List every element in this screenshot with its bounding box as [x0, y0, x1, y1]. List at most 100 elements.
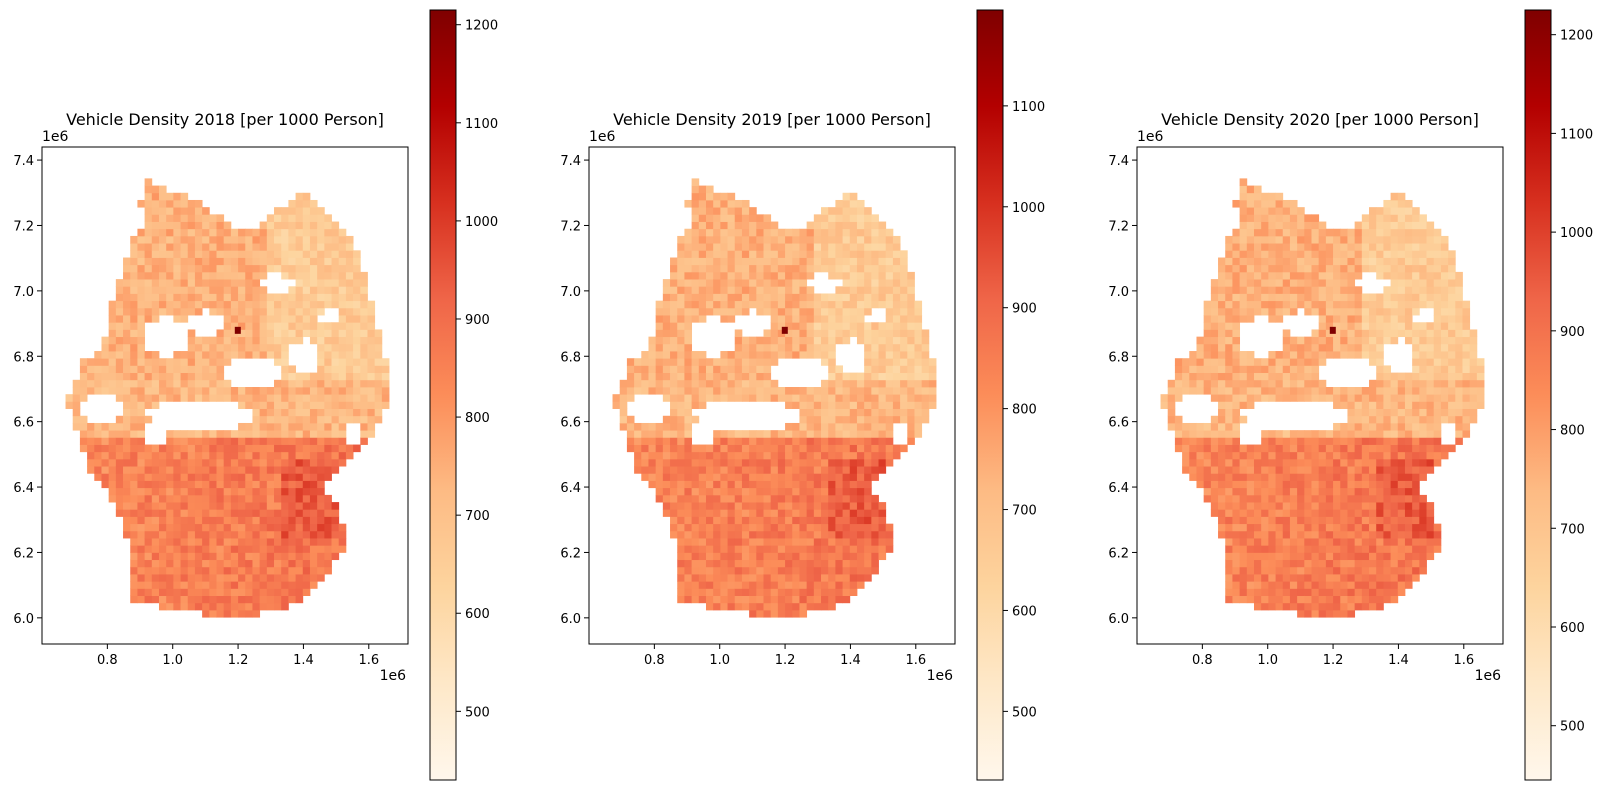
- district-cell: [324, 545, 332, 553]
- district-cell: [1383, 574, 1391, 582]
- district-cell: [785, 595, 793, 604]
- district-cell: [130, 358, 138, 366]
- district-cell: [835, 430, 843, 438]
- district-cell: [1311, 250, 1320, 258]
- district-cell: [274, 430, 282, 438]
- district-cell: [792, 502, 800, 510]
- district-cell: [245, 602, 253, 611]
- district-cell: [101, 466, 110, 474]
- district-cell: [698, 545, 707, 553]
- district-cell: [864, 293, 872, 302]
- district-cell: [309, 415, 318, 424]
- district-cell: [130, 444, 138, 453]
- district-cell: [799, 595, 808, 604]
- district-cell: [1225, 437, 1233, 445]
- district-cell: [705, 214, 714, 222]
- district-cell: [295, 228, 304, 237]
- district-cell: [1174, 422, 1183, 431]
- district-cell: [1246, 559, 1255, 568]
- district-cell: [785, 466, 793, 474]
- district-cell: [828, 437, 836, 445]
- district-cell: [720, 509, 728, 517]
- district-cell: [1225, 574, 1233, 582]
- district-cell: [302, 401, 311, 409]
- district-cell: [634, 372, 642, 381]
- district-cell: [238, 235, 246, 244]
- district-cell: [727, 595, 736, 604]
- district-cell: [1225, 552, 1233, 561]
- district-cell: [921, 387, 930, 395]
- district-cell: [813, 494, 822, 503]
- district-cell: [1225, 516, 1233, 525]
- district-cell: [878, 509, 887, 517]
- district-cell: [734, 595, 743, 604]
- district-cell: [727, 379, 736, 388]
- district-cell: [1218, 401, 1226, 409]
- district-cell: [864, 379, 872, 388]
- district-cell: [1246, 401, 1255, 409]
- district-cell: [878, 243, 887, 251]
- district-cell: [309, 545, 318, 553]
- district-cell: [360, 358, 368, 366]
- district-cell: [1275, 473, 1284, 481]
- district-cell: [626, 415, 635, 424]
- district-cell: [619, 401, 628, 409]
- district-cell: [158, 473, 167, 481]
- district-cell: [331, 286, 340, 294]
- district-cell: [727, 545, 736, 553]
- district-cell: [274, 502, 282, 510]
- district-cell: [281, 228, 289, 237]
- district-cell: [1246, 387, 1255, 395]
- district-cell: [1275, 387, 1284, 395]
- district-cell: [756, 466, 764, 474]
- district-cell: [871, 250, 879, 258]
- district-cell: [684, 480, 693, 489]
- district-cell: [216, 336, 225, 345]
- district-cell: [324, 559, 332, 568]
- district-cell: [1333, 494, 1341, 503]
- district-cell: [173, 379, 181, 388]
- district-cell: [770, 322, 779, 330]
- district-cell: [806, 451, 815, 460]
- district-cell: [209, 480, 217, 489]
- district-cell: [324, 494, 332, 503]
- district-cell: [1311, 494, 1320, 503]
- district-cell: [281, 487, 289, 496]
- district-cell: [180, 480, 189, 489]
- district-cell: [1261, 574, 1269, 582]
- district-cell: [259, 250, 268, 258]
- district-cell: [684, 307, 693, 316]
- district-cell: [166, 487, 174, 496]
- district-cell: [878, 322, 887, 330]
- district-cell: [1253, 192, 1262, 201]
- district-cell: [813, 552, 822, 561]
- district-cell: [1397, 487, 1406, 496]
- district-cell: [130, 430, 138, 438]
- district-cell: [1340, 530, 1348, 539]
- district-cell: [670, 473, 678, 481]
- district-cell: [130, 530, 138, 539]
- district-cell: [892, 257, 901, 266]
- district-cell: [741, 286, 750, 294]
- district-cell: [123, 257, 131, 266]
- district-cell: [763, 329, 772, 338]
- district-cell: [94, 451, 102, 460]
- district-cell: [907, 372, 915, 381]
- district-cell: [1390, 588, 1399, 596]
- district-cell: [130, 458, 138, 467]
- district-cell: [770, 228, 779, 237]
- district-cell: [1232, 228, 1241, 237]
- district-cell: [1225, 588, 1233, 596]
- district-cell: [108, 451, 117, 460]
- district-cell: [871, 408, 879, 417]
- district-cell: [864, 574, 872, 582]
- district-cell: [216, 264, 225, 273]
- district-cell: [1397, 394, 1406, 402]
- district-cell: [166, 221, 174, 230]
- district-cell: [885, 408, 894, 417]
- district-cell: [144, 264, 153, 273]
- district-cell: [1261, 473, 1269, 481]
- district-cell: [813, 502, 822, 510]
- district-cell: [259, 480, 268, 489]
- district-cell: [194, 516, 203, 525]
